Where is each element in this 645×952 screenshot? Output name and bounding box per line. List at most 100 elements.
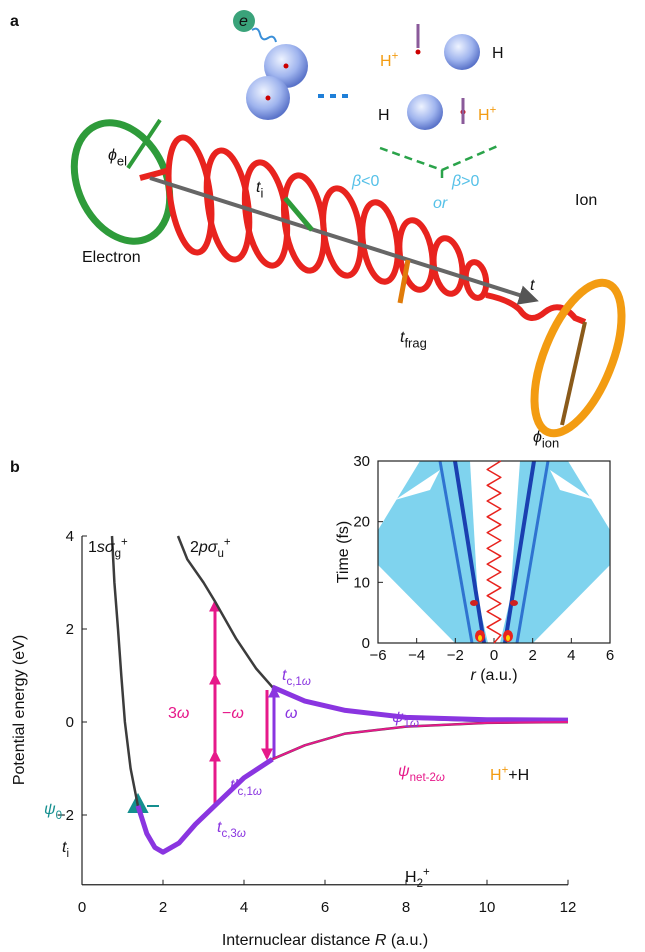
h-atom [444, 34, 480, 70]
x-tick-label: 0 [490, 647, 498, 664]
electron-badge [233, 10, 255, 32]
text-part: (a.u.) [476, 667, 518, 684]
text-part: el [117, 153, 127, 168]
text-part: sσ [97, 539, 116, 556]
text-part: ω [410, 718, 419, 730]
text-part: H [378, 107, 390, 124]
text-part: 3 [168, 705, 177, 722]
text-part: i [260, 185, 263, 200]
text-part: + [121, 537, 128, 549]
text-part: c,3 [221, 828, 236, 840]
time-label: t [530, 277, 535, 294]
text-part: ψ [44, 801, 56, 818]
text-part: + [502, 765, 509, 777]
annotation: tc,3ω [217, 819, 246, 840]
text-part: ω [285, 705, 297, 722]
nucleus [265, 95, 271, 101]
text-part: r [470, 667, 476, 684]
text-part: Time (fs) [335, 521, 352, 584]
time-label: ti [256, 179, 263, 200]
annotation: ti [62, 839, 69, 860]
x-tick-label: −4 [408, 647, 425, 664]
transition-arrows [127, 599, 280, 813]
text-part: g [115, 548, 121, 560]
y-tick-label: 0 [362, 635, 370, 652]
text-part: (a.u.) [386, 932, 428, 949]
proton [415, 49, 421, 55]
text-part: 0 [56, 810, 62, 822]
text-part: H [478, 107, 490, 124]
x-tick-label: 12 [560, 899, 577, 916]
time-label: tfrag [400, 329, 427, 350]
text-part: ω [231, 705, 243, 722]
ti-arrow [283, 196, 314, 232]
h-atom [407, 94, 443, 130]
atom-label: H [492, 45, 504, 62]
ion-ring [530, 278, 626, 438]
electron-label: Electron [82, 249, 141, 266]
x-axis-label: Internuclear distance R (a.u.) [222, 932, 428, 949]
x-tick-label: 6 [606, 647, 614, 664]
text-part: t [530, 277, 535, 294]
text-part: + [490, 105, 497, 117]
text-part: >0 [461, 173, 479, 190]
text-part: ion [542, 435, 559, 450]
annotation: tc,1ω [282, 667, 311, 688]
y-tick-label: 30 [353, 453, 370, 470]
text-part: ω [253, 786, 262, 798]
annotation: ψ1ω [392, 709, 419, 730]
y-tick-label: 20 [353, 514, 370, 531]
text-part: 2 [417, 878, 423, 890]
annotation: ω [285, 705, 297, 722]
text-part: − [222, 705, 231, 722]
text-part: ω [237, 828, 246, 840]
time-axis-arrow [149, 176, 539, 305]
annotation: H++H [490, 765, 529, 784]
x-tick-label: 4 [567, 647, 575, 664]
text-part: ϕ [108, 147, 117, 164]
text-part: 1 [88, 539, 97, 556]
text-part: or [433, 195, 448, 212]
electron-arrow [126, 118, 162, 170]
x-tick-label: 10 [479, 899, 496, 916]
text-part: c,1 [238, 786, 253, 798]
annotation: t'c,1ω [230, 777, 262, 798]
y-tick-label: 10 [353, 574, 370, 591]
text-part: +H [508, 767, 529, 784]
panel-label: b [10, 459, 20, 476]
text-part: H [380, 53, 392, 70]
text-part: <0 [361, 173, 379, 190]
x-axis-label: r (a.u.) [470, 667, 517, 684]
annotation: ψnet-2ω [398, 763, 445, 784]
x-tick-label: −2 [447, 647, 464, 664]
text-part: 2 [190, 539, 199, 556]
text-part: ω [302, 676, 311, 688]
text-part: Ion [575, 192, 597, 209]
y-axis-label: Potential energy (eV) [11, 635, 28, 785]
y-tick-label: 2 [66, 621, 74, 638]
atom-label: H [378, 107, 390, 124]
panel-a-drawing [70, 10, 626, 438]
series-line [272, 721, 569, 761]
ion-name: Ion [575, 192, 597, 209]
text-part: + [423, 867, 430, 879]
annotation: ψ0 [44, 801, 62, 822]
text-part: net-2 [410, 772, 436, 784]
ion-label: H+ [380, 51, 399, 70]
panel-label: a [10, 13, 19, 30]
y-axis-label: Time (fs) [335, 521, 352, 584]
text-part: e [239, 13, 248, 30]
text-part: t [62, 839, 67, 856]
electron-ring [70, 119, 174, 245]
text-part: Potential energy (eV) [11, 635, 28, 785]
x-tick-label: 8 [402, 899, 410, 916]
x-tick-label: 4 [240, 899, 248, 916]
electron-symbol: e [239, 13, 248, 30]
y-tick-label: 0 [66, 714, 74, 731]
beta-label: β>0 [451, 173, 479, 190]
text-part: ψ [392, 709, 404, 726]
ion-label: H+ [478, 105, 497, 124]
text-part: t [256, 179, 261, 196]
electron-wave [251, 27, 277, 43]
text-part: frag [404, 335, 426, 350]
